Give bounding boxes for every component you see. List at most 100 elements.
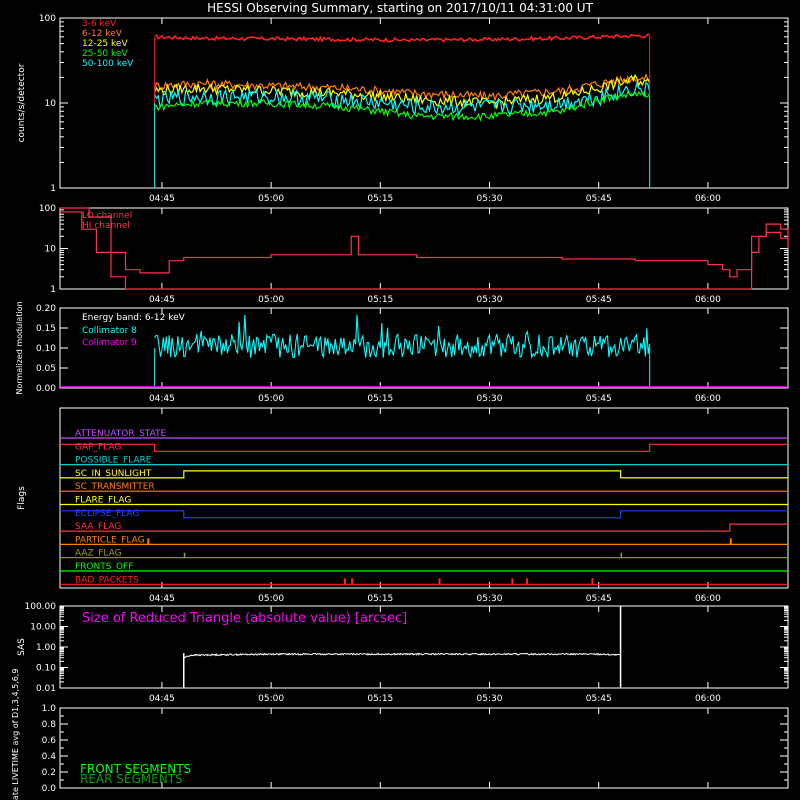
time-tick-label: 06:00 bbox=[695, 594, 721, 604]
time-tick-label: 06:00 bbox=[695, 394, 721, 404]
flag-spike bbox=[183, 552, 186, 558]
flag-spike bbox=[511, 578, 514, 585]
time-tick-label: 05:45 bbox=[586, 594, 612, 604]
series-line-3-6-keV bbox=[154, 33, 650, 43]
legend-entry: HI channel bbox=[82, 221, 130, 231]
flag-spike bbox=[729, 538, 732, 545]
legend-entry: 3-6 keV bbox=[82, 19, 117, 29]
panels-layer: 04:45 05:00 05:15 05:30 05:45 06:00 100 10 1 coun… bbox=[11, 14, 789, 800]
time-tick-label: 05:30 bbox=[477, 694, 503, 704]
flag-spike bbox=[147, 538, 150, 545]
flag-line-SAA_FLAG bbox=[60, 523, 788, 532]
y-tick-label: 1 bbox=[50, 184, 56, 194]
flag-spike bbox=[620, 552, 623, 558]
time-tick-label: 05:15 bbox=[367, 694, 393, 704]
time-tick-label: 05:45 bbox=[586, 694, 612, 704]
flag-spike bbox=[525, 578, 528, 585]
series-line-50-100-keV bbox=[154, 81, 651, 117]
time-tick-label: 05:00 bbox=[258, 594, 284, 604]
legend-entry: LO channel bbox=[82, 211, 132, 221]
series-line-25-50-keV bbox=[154, 90, 651, 123]
y-tick-label: 10 bbox=[45, 99, 57, 109]
time-tick-label: 05:45 bbox=[586, 394, 612, 404]
flag-label: FLARE_FLAG bbox=[75, 496, 131, 506]
y-tick-label: 1.0 bbox=[42, 704, 57, 714]
y-tick-label: 100 bbox=[39, 204, 56, 214]
flag-spike bbox=[343, 578, 346, 585]
flag-label: SC_IN_SUNLIGHT bbox=[75, 469, 152, 479]
panel-annotation: Energy band: 6-12 keV bbox=[82, 313, 186, 323]
y-tick-label: 0.10 bbox=[36, 344, 56, 354]
y-tick-label: 0.6 bbox=[42, 736, 57, 746]
time-tick-label: 05:30 bbox=[477, 594, 503, 604]
legend-entry: 6-12 keV bbox=[82, 29, 123, 39]
legend-entry: Collimator 8 bbox=[82, 326, 137, 336]
flag-label: GAP_FLAG bbox=[75, 442, 121, 452]
y-tick-label: 0.05 bbox=[36, 364, 56, 374]
y-tick-label: 0.10 bbox=[36, 664, 56, 674]
panel-frame bbox=[59, 407, 789, 589]
panel-annotation: Size of Reduced Triangle (absolute value… bbox=[82, 611, 407, 626]
time-tick-label: 05:30 bbox=[477, 194, 503, 204]
series-line-6-12-keV bbox=[154, 72, 651, 102]
y-tick-label: 0.20 bbox=[36, 304, 56, 314]
flag-label: ATTENUATOR_STATE bbox=[75, 429, 167, 439]
flag-label: AAZ_FLAG bbox=[75, 549, 122, 559]
time-tick-label: 04:45 bbox=[149, 194, 175, 204]
flag-label: BAD_PACKETS bbox=[75, 575, 139, 585]
y-tick-label: 0.8 bbox=[42, 720, 57, 730]
time-tick-label: 05:00 bbox=[258, 694, 284, 704]
series-line-sas bbox=[183, 652, 621, 659]
time-tick-label: 04:45 bbox=[149, 694, 175, 704]
y-axis-label: Normalized modulation bbox=[15, 301, 24, 394]
y-axis-label: Flags bbox=[17, 486, 27, 510]
y-tick-label: 0.2 bbox=[42, 768, 56, 778]
flag-line-ECLIPSE_FLAG bbox=[60, 510, 788, 519]
time-tick-label: 05:00 bbox=[258, 194, 284, 204]
y-tick-label: 0.0 bbox=[42, 784, 57, 794]
flag-label: POSSIBLE_FLARE bbox=[75, 456, 152, 466]
time-tick-label: 05:45 bbox=[586, 194, 612, 204]
time-tick-label: 04:45 bbox=[149, 594, 175, 604]
y-tick-label: 1 bbox=[50, 285, 56, 295]
y-tick-label: 10.00 bbox=[30, 623, 56, 633]
flag-label: ECLIPSE_FLAG bbox=[75, 509, 139, 519]
time-tick-label: 05:15 bbox=[367, 194, 393, 204]
y-tick-label: 0.15 bbox=[36, 324, 56, 334]
y-tick-label: 0.4 bbox=[42, 752, 57, 762]
y-tick-label: 100 bbox=[39, 14, 56, 24]
time-tick-label: 05:00 bbox=[258, 295, 284, 305]
time-tick-label: 06:00 bbox=[695, 194, 721, 204]
y-tick-label: 1.00 bbox=[36, 643, 56, 653]
time-tick-label: 04:45 bbox=[149, 295, 175, 305]
y-tick-label: 100.00 bbox=[25, 602, 57, 612]
flag-line-GAP_FLAG bbox=[60, 443, 788, 452]
time-tick-label: 05:45 bbox=[586, 295, 612, 305]
legend-entry: REAR SEGMENTS bbox=[80, 772, 183, 786]
legend-entry: Collimator 9 bbox=[82, 338, 137, 348]
flag-spike bbox=[438, 578, 441, 585]
y-axis-label: Mon. Rate LIVETIME avg of D1,3,4,5,6,9 bbox=[11, 669, 20, 800]
legend-entry: FRONT SEGMENTS bbox=[80, 762, 191, 776]
time-tick-label: 05:30 bbox=[477, 394, 503, 404]
y-axis-label: SAS bbox=[17, 638, 27, 656]
flag-line-SC_IN_SUNLIGHT bbox=[60, 470, 788, 479]
y-axis-label: counts/s/detector bbox=[17, 63, 27, 142]
flag-label: PARTICLE_FLAG bbox=[75, 535, 145, 545]
y-tick-label: 10 bbox=[45, 245, 57, 255]
series-line-LO-channel bbox=[60, 207, 789, 278]
series-line-Collimator-8 bbox=[154, 314, 651, 359]
time-tick-label: 05:15 bbox=[367, 394, 393, 404]
flag-label: FRONTS_OFF bbox=[75, 562, 133, 572]
time-tick-label: 05:15 bbox=[367, 295, 393, 305]
flag-label: SC_TRANSMITTER bbox=[75, 482, 155, 492]
legend-entry: 12-25 keV bbox=[82, 39, 128, 49]
flag-spike bbox=[591, 578, 594, 585]
y-tick-label: 0.01 bbox=[36, 684, 56, 694]
time-tick-label: 05:15 bbox=[367, 594, 393, 604]
time-tick-label: 06:00 bbox=[695, 694, 721, 704]
series-line-HI-channel bbox=[60, 211, 789, 290]
time-tick-label: 04:45 bbox=[149, 394, 175, 404]
